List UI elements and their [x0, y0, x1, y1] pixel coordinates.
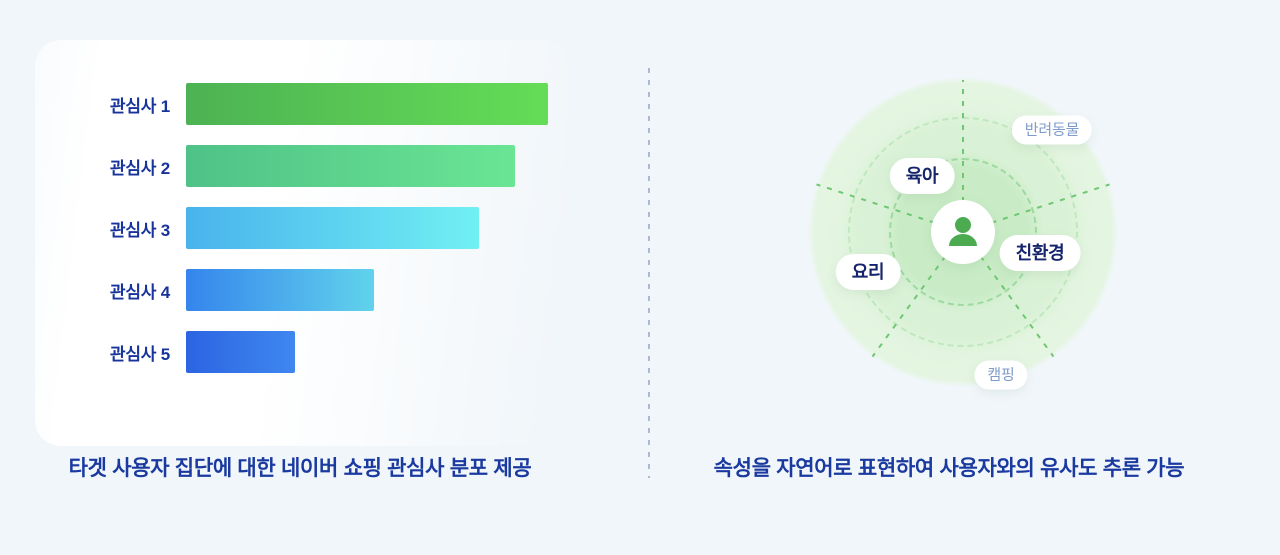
bar-label: 관심사 4 — [109, 282, 170, 302]
bar-label: 관심사 2 — [109, 158, 170, 178]
radial-spokes-icon — [816, 80, 1110, 358]
attribute-tag: 캠핑 — [974, 360, 1028, 390]
attribute-tag: 반려동물 — [1011, 115, 1093, 145]
user-avatar — [931, 200, 995, 264]
radial-ring-outline-inner — [889, 158, 1037, 306]
bar-row: 관심사 3 — [35, 207, 595, 249]
bar-fill — [186, 145, 515, 187]
bar-fill — [186, 207, 479, 249]
attribute-tag: 친환경 — [999, 235, 1081, 271]
bar-label: 관심사 1 — [109, 96, 170, 116]
bar-label: 관심사 3 — [109, 220, 170, 240]
bar-row: 관심사 4 — [35, 269, 595, 311]
bar-fill — [186, 269, 374, 311]
person-icon — [949, 217, 977, 246]
bar-fill — [186, 83, 548, 125]
left-caption: 타겟 사용자 집단에 대한 네이버 쇼핑 관심사 분포 제공 — [68, 457, 532, 480]
bar-fill — [186, 331, 295, 373]
bar-label: 관심사 5 — [109, 344, 170, 364]
bar-row: 관심사 2 — [35, 145, 595, 187]
bar-row: 관심사 5 — [35, 331, 595, 373]
bar-row: 관심사 1 — [35, 83, 595, 125]
panel-divider — [648, 68, 650, 478]
interest-bar-chart: 관심사 1 관심사 2 관심사 3 관심사 4 관심사 5 — [35, 83, 595, 393]
attribute-tag: 육아 — [889, 158, 955, 194]
attribute-tag: 요리 — [835, 254, 901, 290]
right-caption: 속성을 자연어로 표현하여 사용자와의 유사도 추론 가능 — [713, 457, 1185, 480]
